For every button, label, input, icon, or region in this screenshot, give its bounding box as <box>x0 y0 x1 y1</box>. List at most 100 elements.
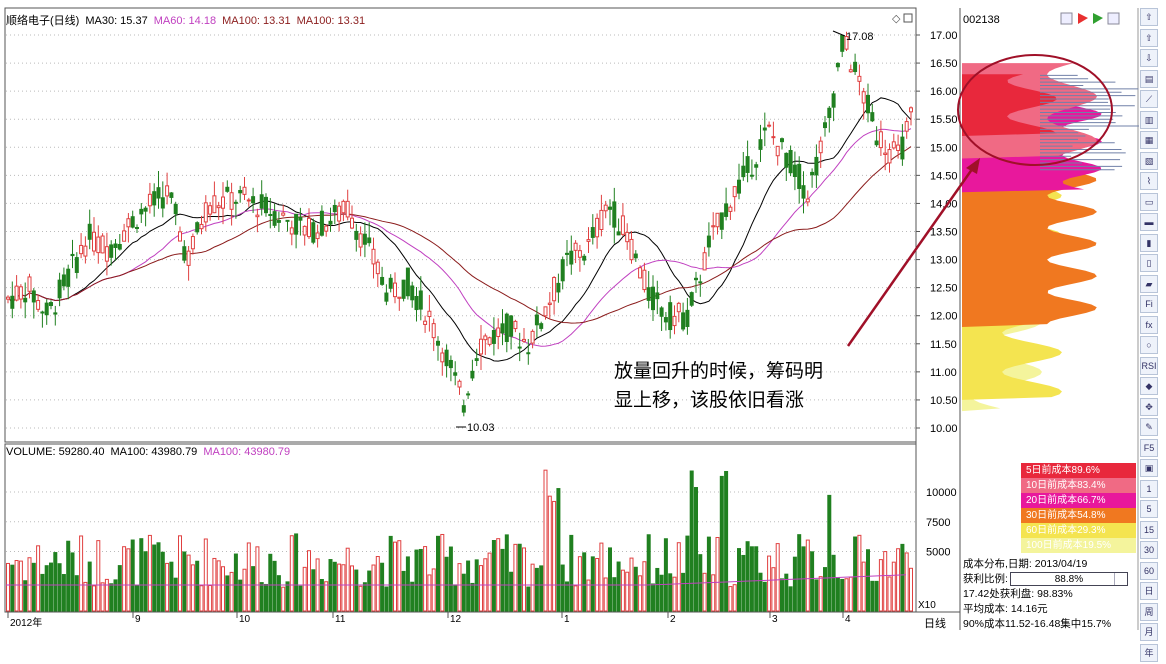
volume-bar <box>298 585 303 612</box>
toolbar-button-21[interactable]: F5 <box>1140 438 1158 457</box>
price-tick-label: 13.00 <box>930 255 958 267</box>
toolbar-button-6[interactable]: ▦ <box>1140 131 1158 149</box>
volume-bar <box>152 544 157 612</box>
candle-body <box>216 205 221 209</box>
volume-bar <box>203 538 208 612</box>
toolbar-button-2[interactable]: ⇩ <box>1140 49 1158 67</box>
candle-body <box>229 192 234 210</box>
toolbar-button-10[interactable]: ▬ <box>1140 213 1158 231</box>
volume-bar <box>431 568 436 612</box>
candle-body <box>96 236 101 254</box>
toolbar-button-24[interactable]: 5 <box>1140 500 1158 518</box>
volume-bar <box>896 548 901 612</box>
toolbar-button-4[interactable]: ⟋ <box>1140 90 1158 108</box>
volume-bar <box>246 542 251 612</box>
candle-body <box>780 138 784 143</box>
toolbar-button-25[interactable]: 15 <box>1140 520 1158 539</box>
candle-body <box>651 286 655 311</box>
volume-bar <box>61 574 66 612</box>
annotation-arrow <box>846 164 977 347</box>
toolbar-button-17[interactable]: RSI <box>1140 356 1158 375</box>
candle-body <box>418 290 423 310</box>
volume-bar <box>573 585 578 612</box>
volume-bar <box>711 574 716 612</box>
candle-body <box>139 208 144 215</box>
candle-body <box>117 244 122 250</box>
toolbar-button-1[interactable]: ⇧ <box>1140 28 1158 47</box>
candle-body <box>23 297 28 303</box>
volume-bar <box>612 577 617 612</box>
toolbar-button-20[interactable]: ✎ <box>1140 418 1158 436</box>
candle-body <box>246 199 251 202</box>
toolbar-button-15[interactable]: fx <box>1140 315 1158 334</box>
square-icon[interactable] <box>903 13 913 23</box>
toolbar-button-22[interactable]: ▣ <box>1140 459 1158 477</box>
candle-body <box>74 257 79 273</box>
volume-bar <box>874 580 879 612</box>
toolbar-button-28[interactable]: 日 <box>1140 582 1158 600</box>
toolbar-button-7[interactable]: ▧ <box>1140 151 1158 170</box>
volume-bar <box>18 560 23 612</box>
toolbar-button-18[interactable]: ◆ <box>1140 377 1158 395</box>
candle-body <box>620 215 625 235</box>
candle-body <box>61 274 66 287</box>
candle-body <box>49 302 53 307</box>
toolbar-button-26[interactable]: 30 <box>1140 541 1158 559</box>
volume-bar <box>857 534 862 612</box>
volume-bar <box>719 475 724 612</box>
period-label[interactable]: 日线 <box>924 618 946 630</box>
toolbar-button-16[interactable]: ○ <box>1140 336 1158 354</box>
toolbar-button-8[interactable]: ⌇ <box>1140 172 1158 190</box>
candle-body <box>496 327 501 338</box>
toolbar-button-14[interactable]: Fi <box>1140 295 1158 313</box>
chip-tool-icons[interactable] <box>1060 12 1120 25</box>
volume-bar <box>616 561 621 612</box>
diamond-icon[interactable]: ◇ <box>892 13 901 25</box>
price-tick-label: 12.00 <box>930 311 958 323</box>
ma-line <box>7 97 912 362</box>
volume-bar <box>732 584 737 612</box>
candle-body <box>384 292 389 302</box>
toolbar-button-27[interactable]: 60 <box>1140 561 1158 580</box>
candle-body <box>147 193 152 207</box>
low-label: 10.03 <box>467 422 495 434</box>
volume-bar <box>281 586 286 612</box>
candle-body <box>315 232 320 240</box>
volume-bar <box>448 546 453 612</box>
candle-body <box>371 248 376 265</box>
volume-bar <box>694 487 698 612</box>
toolbar-button-9[interactable]: ▭ <box>1140 192 1158 211</box>
toolbar-button-3[interactable]: ▤ <box>1140 69 1158 88</box>
candle-body <box>367 237 372 244</box>
volume-bar <box>749 546 754 612</box>
volume-bar <box>590 556 595 612</box>
volume-bar <box>53 552 58 612</box>
candle-body <box>526 352 531 355</box>
candle-body <box>784 152 789 168</box>
candle-body <box>36 299 41 310</box>
toolbar-button-5[interactable]: ▥ <box>1140 110 1158 129</box>
toolbar-button-31[interactable]: 年 <box>1140 643 1158 662</box>
candle-body <box>900 136 905 160</box>
toolbar-button-11[interactable]: ▮ <box>1140 233 1158 252</box>
toolbar-button-12[interactable]: ▯ <box>1140 254 1158 272</box>
volume-bar <box>672 576 677 612</box>
toolbar-button-0[interactable]: ⇧ <box>1140 8 1158 26</box>
volume-bar <box>706 536 711 612</box>
toolbar-button-19[interactable]: ✥ <box>1140 397 1158 416</box>
price-tick-label: 12.50 <box>930 283 958 295</box>
volume-bar <box>397 540 402 612</box>
toolbar-button-29[interactable]: 周 <box>1140 602 1158 621</box>
volume-bar <box>139 538 144 612</box>
stock-chart[interactable]: 17.0016.5016.0015.5015.0014.5014.0013.50… <box>0 0 1166 636</box>
volume-bar <box>242 568 247 612</box>
toolbar-button-23[interactable]: 1 <box>1140 479 1158 498</box>
candle-body <box>285 219 290 222</box>
volume-bar <box>668 573 673 612</box>
stock-code: 002138 <box>963 14 1000 26</box>
volume-bar <box>715 536 720 612</box>
toolbar-button-30[interactable]: 月 <box>1140 623 1158 641</box>
toolbar-button-13[interactable]: ▰ <box>1140 274 1158 293</box>
average-cost: 平均成本: 14.16元 <box>963 603 1048 615</box>
volume-bar <box>44 565 49 612</box>
